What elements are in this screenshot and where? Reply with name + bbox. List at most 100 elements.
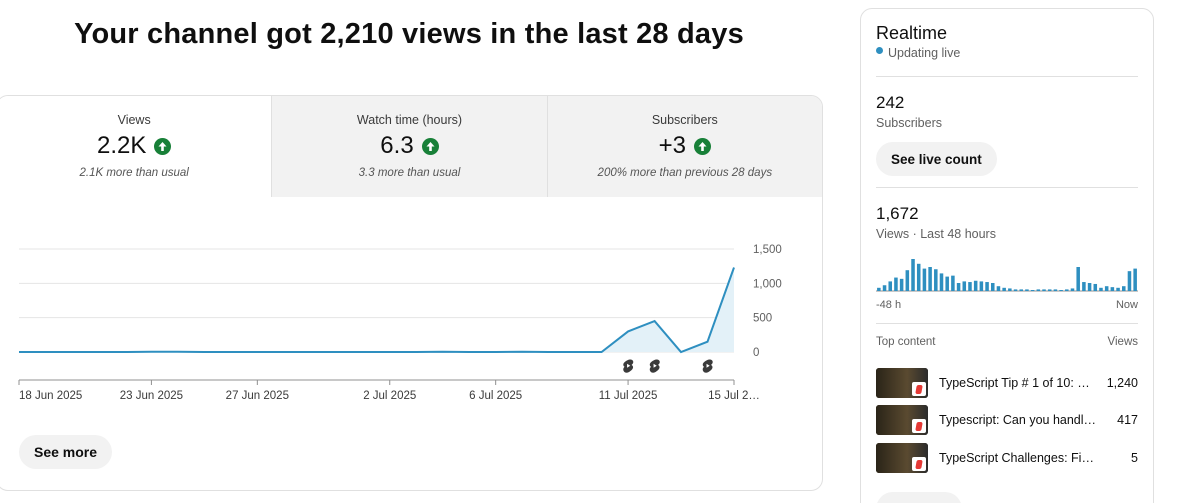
mini-bar	[1059, 290, 1063, 291]
tab-views[interactable]: Views 2.2K 2.1K more than usual	[0, 96, 272, 197]
arrow-up-icon	[154, 137, 172, 155]
series-area	[19, 267, 734, 352]
video-title: TypeScript Challenges: Finally…	[939, 451, 1097, 465]
realtime-title: Realtime	[876, 23, 948, 43]
realtime-views-label: Views · Last 48 hours	[876, 227, 996, 241]
metric-label: Subscribers	[651, 113, 718, 127]
mini-bar	[968, 282, 972, 291]
video-title: TypeScript Tip # 1 of 10: …	[939, 376, 1090, 390]
mini-bar	[1053, 289, 1058, 291]
see-live-count-button[interactable]: See live count	[876, 142, 997, 176]
mini-bar	[928, 267, 932, 291]
shorts-icon	[912, 382, 926, 396]
views-chart[interactable]: 1,500 1,000 500 0 18 Jun 2025 23 Jun 2025 27 J…	[0, 236, 823, 411]
x-tick-label: 27 Jun 2025	[226, 390, 289, 402]
shorts-icon	[912, 419, 926, 433]
top-content-heading: Top content	[876, 336, 936, 348]
mini-bar	[1099, 287, 1103, 291]
divider	[876, 187, 1138, 188]
mini-bar	[951, 275, 955, 291]
mini-bar	[962, 281, 967, 291]
x-tick-label: 11 Jul 2025	[599, 390, 658, 402]
live-status-text: Updating live	[888, 46, 961, 60]
y-tick-label: 500	[753, 313, 772, 325]
mini-bar	[1025, 289, 1029, 291]
mini-bar	[922, 268, 927, 291]
shorts-icon	[912, 457, 926, 471]
mini-bar	[877, 287, 881, 291]
video-views: 5	[1131, 451, 1138, 465]
mini-bar	[1019, 289, 1023, 291]
realtime-bar-chart[interactable]	[876, 257, 1138, 293]
metric-value: 2.2K	[96, 132, 147, 159]
y-tick-label: 1,500	[753, 244, 782, 256]
y-tick-label: 1,000	[753, 278, 782, 290]
metric-value: +3	[658, 132, 686, 159]
mini-bar	[899, 278, 904, 291]
page-headline: Your channel got 2,210 views in the last…	[74, 18, 744, 50]
mini-bar	[905, 270, 910, 291]
video-title: Typescript: Can you handle…	[939, 413, 1097, 427]
realtime-views-count: 1,672	[876, 204, 919, 223]
y-tick-label: 0	[753, 347, 759, 359]
mini-bar	[1082, 282, 1086, 291]
x-tick-label: 2 Jul 2025	[363, 390, 416, 402]
mini-bar	[934, 269, 938, 291]
mini-bar	[1087, 283, 1092, 291]
mini-bar	[916, 263, 921, 291]
mini-bar	[882, 285, 887, 291]
mini-bar	[1110, 287, 1115, 291]
mini-bar	[939, 273, 944, 291]
mini-bar	[1008, 288, 1012, 291]
subscriber-label: Subscribers	[876, 116, 942, 130]
shorts-icon	[702, 359, 713, 373]
mini-bar	[888, 281, 892, 291]
x-tick-label: 18 Jun 2025	[19, 390, 82, 402]
metric-comparison: 2.1K more than usual	[79, 167, 189, 179]
see-more-button[interactable]: See more	[19, 435, 113, 469]
views-column-heading: Views	[1107, 336, 1138, 348]
realtime-card: Realtime Updating live 242 Subscribers S…	[860, 8, 1154, 503]
mini-bar	[956, 283, 961, 291]
top-content-item[interactable]: TypeScript Tip # 1 of 10: … 1,240	[876, 367, 1138, 399]
metric-comparison: 200% more than previous 28 days	[597, 167, 773, 179]
video-views: 417	[1117, 413, 1138, 427]
axis-end-label: Now	[1115, 299, 1138, 311]
mini-bar	[1042, 289, 1046, 291]
mini-bar	[1076, 267, 1080, 291]
mini-bar	[973, 280, 978, 291]
metric-comparison: 3.3 more than usual	[358, 167, 461, 179]
metric-tabs: Views 2.2K 2.1K more than usual Watch ti…	[0, 96, 822, 197]
arrow-up-icon	[421, 137, 439, 155]
divider	[876, 76, 1138, 77]
mini-bar	[945, 276, 949, 291]
mini-bar	[1036, 289, 1041, 291]
metric-label: Watch time (hours)	[356, 113, 463, 127]
mini-bar	[1104, 286, 1109, 291]
mini-bar	[1065, 289, 1069, 291]
mini-bar	[991, 283, 995, 291]
video-thumbnail	[876, 443, 928, 473]
top-content-item[interactable]: TypeScript Challenges: Finally… 5	[876, 442, 1138, 474]
mini-bar	[1127, 271, 1132, 291]
analytics-card: Views 2.2K 2.1K more than usual Watch ti…	[0, 95, 823, 491]
video-thumbnail	[876, 368, 928, 398]
subscriber-count: 242	[876, 93, 905, 112]
mini-bar	[1116, 287, 1120, 291]
mini-bar	[1133, 268, 1137, 291]
x-tick-label: 23 Jun 2025	[120, 390, 183, 402]
mini-bar	[985, 282, 989, 291]
tab-subscribers[interactable]: Subscribers +3 200% more than previous 2…	[546, 96, 822, 197]
mini-bar	[894, 277, 898, 291]
mini-bar	[1030, 290, 1035, 291]
x-tick-label: 6 Jul 2025	[469, 390, 522, 402]
realtime-more-button[interactable]	[876, 492, 962, 503]
mini-bar	[1013, 289, 1018, 291]
mini-bar	[979, 281, 984, 291]
mini-bar	[1093, 283, 1098, 291]
shorts-icon	[649, 359, 660, 373]
top-content-item[interactable]: Typescript: Can you handle… 417	[876, 404, 1138, 436]
mini-bar	[1047, 289, 1052, 291]
tab-watch-time[interactable]: Watch time (hours) 6.3 3.3 more than usu…	[271, 96, 547, 197]
x-tick-label: 15 Jul 2…	[708, 390, 760, 402]
